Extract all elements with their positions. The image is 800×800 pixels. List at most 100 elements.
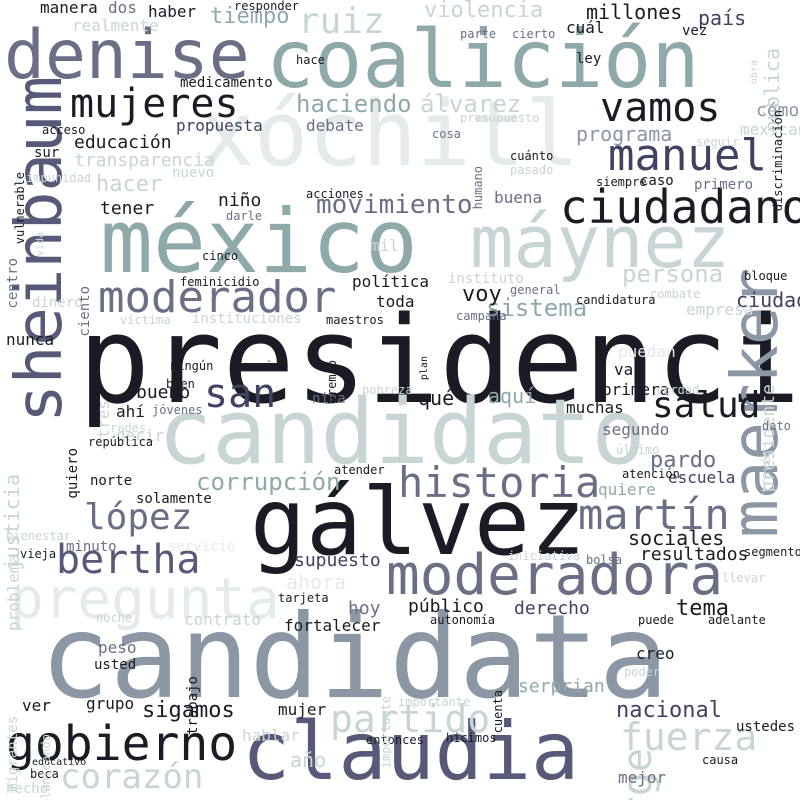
word: realmente — [72, 16, 159, 35]
word: ley — [576, 51, 602, 67]
word: autonomía — [430, 613, 496, 627]
word: cuenta — [491, 690, 505, 734]
word: sigamos — [142, 698, 235, 723]
word: mujer — [278, 700, 327, 719]
word: hecho — [6, 781, 49, 797]
word: ahora — [286, 570, 347, 594]
word: premio — [325, 360, 339, 404]
word: sur — [34, 145, 60, 161]
word: parte — [460, 27, 497, 41]
word: haber — [148, 2, 197, 21]
word: serprian — [518, 676, 605, 697]
word: planteando — [39, 734, 53, 800]
word: mil — [370, 236, 399, 255]
word: tema — [676, 596, 729, 621]
word: noche — [96, 611, 133, 625]
word: darle — [226, 209, 263, 223]
word: entonces — [366, 733, 424, 747]
word: migrantes — [5, 716, 21, 792]
word: sociales — [628, 526, 725, 550]
word: usted — [94, 657, 137, 673]
word: acciones — [306, 187, 364, 201]
word: ciudadano — [560, 180, 800, 234]
word: ciento — [77, 286, 93, 337]
word: pobreza — [362, 383, 413, 397]
word: tiempo — [210, 4, 290, 29]
word: vieja — [20, 547, 57, 561]
word: público — [408, 596, 484, 617]
word: voy — [462, 282, 502, 307]
word: pregunta — [10, 567, 280, 632]
word: transparencia — [74, 150, 215, 171]
word: año — [290, 748, 327, 772]
word: vamos — [600, 85, 721, 131]
word: lópez — [84, 497, 193, 538]
word: víctima — [120, 313, 171, 327]
word: feminicidio — [180, 275, 260, 289]
word: creo — [636, 644, 675, 663]
word: martín — [578, 490, 730, 539]
word: vez — [682, 23, 708, 39]
word: historia — [398, 458, 601, 507]
word: adelante — [708, 613, 766, 627]
word: mujeres — [70, 81, 239, 127]
word: solamente — [136, 491, 212, 507]
word: verdad — [656, 383, 700, 397]
word: empresa — [686, 300, 754, 319]
word: país — [698, 6, 747, 30]
word: campaña — [456, 309, 507, 323]
word: candidato — [158, 380, 646, 485]
word: discriminación — [771, 110, 785, 212]
word: candidata — [40, 590, 669, 725]
word: instituto — [448, 271, 524, 287]
word: redes — [110, 421, 147, 435]
word: mejor — [618, 768, 667, 787]
word: cuál — [566, 18, 605, 37]
word: millones — [586, 0, 683, 24]
word: fortalecer — [284, 616, 381, 635]
word: último — [616, 443, 660, 457]
word: minuto — [66, 539, 117, 555]
word: bienestar — [6, 529, 72, 543]
word: hace — [296, 53, 325, 67]
word: ustedes — [736, 719, 796, 735]
word: sistema — [486, 294, 588, 322]
word: servicio — [168, 539, 236, 555]
word: álvarez — [420, 90, 522, 118]
word: partido — [330, 697, 491, 741]
word: acceso — [42, 123, 86, 137]
word: humano — [471, 166, 485, 210]
word: maestros — [326, 313, 384, 327]
word: plan — [419, 356, 430, 381]
word: primero — [694, 177, 754, 193]
word: bertha — [56, 537, 201, 583]
word: problema — [4, 554, 23, 632]
word: bien — [166, 377, 195, 391]
word: atención — [622, 467, 680, 481]
word: norte — [90, 473, 133, 489]
word: claudia — [242, 705, 580, 798]
word: violencia — [424, 0, 544, 23]
word: aquí — [488, 384, 537, 408]
word: quiere — [598, 480, 656, 499]
word: buena — [494, 188, 543, 207]
word: ciudad — [736, 288, 800, 312]
word: hacer — [96, 172, 163, 197]
word: nuevo — [172, 165, 215, 181]
word: impunidad — [26, 171, 92, 185]
word: poder — [624, 665, 661, 679]
word: decir — [116, 426, 165, 445]
word: bloque — [744, 269, 788, 283]
word: vida — [35, 232, 46, 257]
word: corrupción — [196, 468, 341, 496]
word: grupo — [86, 694, 135, 713]
word: ruiz — [298, 1, 385, 42]
word: iniciativa — [508, 549, 581, 563]
word: resultados — [640, 544, 749, 565]
word: dato — [762, 419, 791, 433]
word: cómo — [756, 100, 800, 121]
word: importante — [379, 696, 393, 769]
word: cuánto — [510, 149, 554, 163]
word: debate — [306, 116, 364, 135]
